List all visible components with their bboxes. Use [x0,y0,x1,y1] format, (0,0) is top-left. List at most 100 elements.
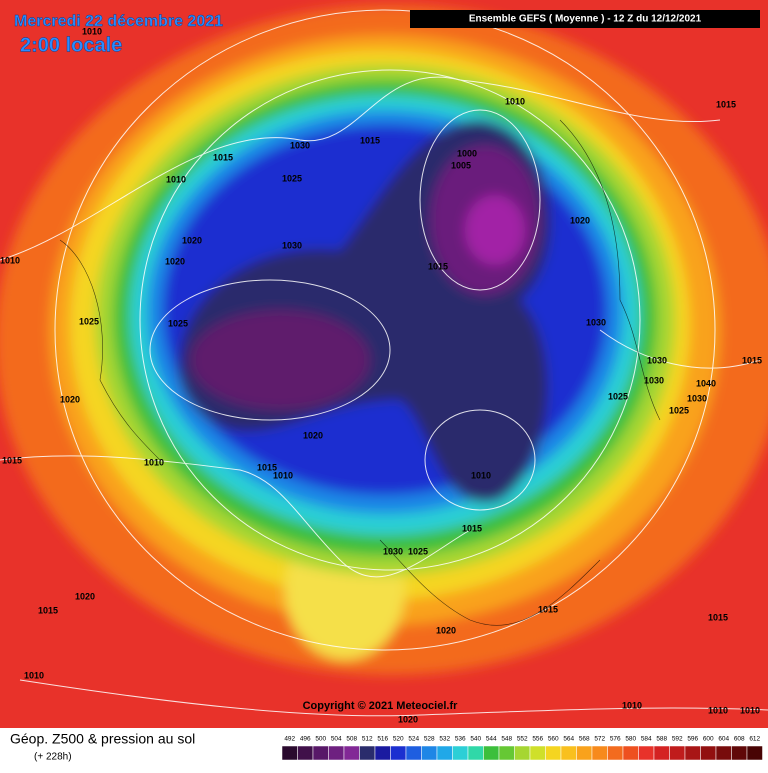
scale-swatch [436,745,453,761]
isobar-label: 1020 [165,256,185,266]
isobar-label: 1015 [742,355,762,365]
scale-swatch [421,745,438,761]
scale-label: 572 [594,736,605,743]
isobar-label: 1010 [24,670,44,680]
isobar-label: 1025 [408,546,428,556]
isobar-label: 1015 [538,604,558,614]
map-time: 2:00 locale [20,34,122,56]
isobar-label: 1010 [166,174,186,184]
scale-swatch [653,745,670,761]
scale-label: 544 [486,736,497,743]
scale-swatch [684,745,701,761]
scale-swatch [452,745,469,761]
isobar-label: 1015 [2,455,22,465]
scale-label: 584 [641,736,652,743]
scale-label: 520 [393,736,404,743]
scale-label: 548 [501,736,512,743]
isobar-label: 1030 [647,355,667,365]
isobar-label: 1020 [570,215,590,225]
isobar-label: 1030 [644,375,664,385]
scale-label: 508 [346,736,357,743]
scale-label: 556 [532,736,543,743]
scale-label: 596 [687,736,698,743]
scale-label: 552 [517,736,528,743]
scale-swatch [591,745,608,761]
scale-swatch [483,745,500,761]
scale-swatch [529,745,546,761]
scale-label: 576 [610,736,621,743]
isobar-label: 1025 [168,318,188,328]
scale-label: 560 [548,736,559,743]
footer-lead: (+ 228h) [34,752,72,763]
scale-swatch [281,745,298,761]
scale-swatch [297,745,314,761]
scale-label: 604 [718,736,729,743]
scale-label: 504 [331,736,342,743]
scale-swatch [607,745,624,761]
scale-label: 600 [703,736,714,743]
isobar-label: 1040 [696,378,716,388]
isobar-label: 1020 [436,625,456,635]
isobar-label: 1010 [622,700,642,710]
isobar-label: 1010 [144,457,164,467]
run-info: Ensemble GEFS ( Moyenne ) - 12 Z du 12/1… [469,14,702,25]
scale-label: 500 [315,736,326,743]
isobar-label: 1030 [383,546,403,556]
isobar-label: 1015 [716,99,736,109]
scale-swatch [746,745,763,761]
isobar-label: 1030 [687,393,707,403]
scale-label: 540 [470,736,481,743]
scale-swatch [343,745,360,761]
map-date: Mercredi 22 décembre 2021 [14,13,223,30]
isobar-label: 1020 [398,714,418,724]
run-banner [410,10,760,28]
scale-label: 588 [656,736,667,743]
isobar-label: 1010 [82,26,102,36]
scale-swatch [622,745,639,761]
scale-swatch [545,745,562,761]
scale-swatch [374,745,391,761]
scale-swatch [359,745,376,761]
isobar-label: 1010 [505,96,525,106]
scale-label: 532 [439,736,450,743]
scale-label: 612 [749,736,760,743]
scale-label: 608 [734,736,745,743]
scale-label: 524 [408,736,419,743]
scale-swatch [576,745,593,761]
isobar-label: 1030 [290,140,310,150]
isobar-label: 1015 [360,135,380,145]
scale-swatch [731,745,748,761]
scale-swatch [638,745,655,761]
scale-swatch [390,745,407,761]
scale-swatch [669,745,686,761]
scale-swatch [467,745,484,761]
isobar-label: 1005 [451,160,471,170]
isobar-label: 1030 [586,317,606,327]
scale-swatch [312,745,329,761]
isobar-label: 1020 [75,591,95,601]
copyright: Copyright © 2021 Meteociel.fr [303,700,459,712]
isobar-label: 1020 [60,394,80,404]
scale-swatch [405,745,422,761]
scale-label: 496 [300,736,311,743]
isobar-label: 1025 [608,391,628,401]
scale-swatch [715,745,732,761]
scale-swatch [328,745,345,761]
scale-label: 564 [563,736,574,743]
scale-label: 568 [579,736,590,743]
isobar-label: 1025 [79,316,99,326]
scale-swatch [514,745,531,761]
isobar-label: 1000 [457,148,477,158]
isobar-label: 1015 [257,462,277,472]
isobar-label: 1010 [273,470,293,480]
scale-label: 536 [455,736,466,743]
isobar-label: 1020 [303,430,323,440]
scale-label: 516 [377,736,388,743]
isobar-label: 1025 [669,405,689,415]
isobar-label: 1020 [182,235,202,245]
isobar-label: 1010 [0,255,20,265]
scale-swatch [700,745,717,761]
footer: Géop. Z500 & pression au sol (+ 228h) 49… [0,728,768,768]
